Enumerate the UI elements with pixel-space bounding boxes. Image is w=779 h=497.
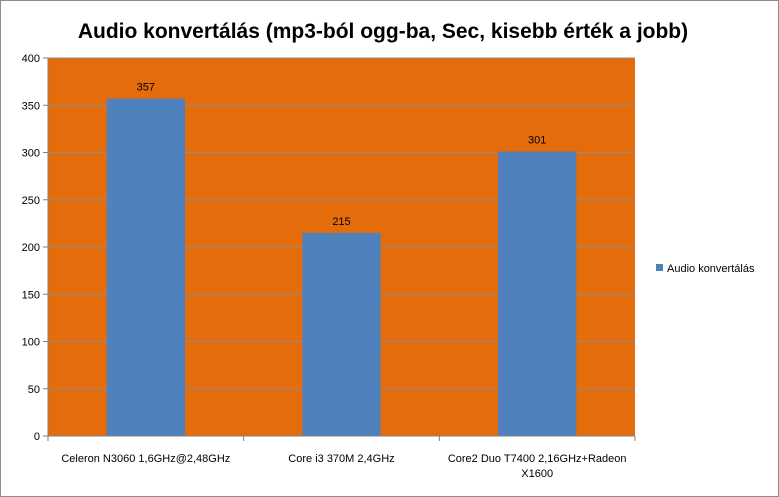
y-tick-label: 400 [22, 53, 40, 65]
legend-swatch [656, 264, 663, 271]
x-tick-label: Celeron N3060 1,6GHz@2,48GHz [61, 453, 230, 465]
y-tick-label: 250 [22, 195, 40, 207]
bar [106, 98, 185, 436]
legend: Audio konvertálás [656, 263, 755, 275]
x-tick-label: Core i3 370M 2,4GHz [288, 453, 394, 465]
y-tick-label: 100 [22, 337, 40, 349]
x-tick-label: X1600 [521, 468, 553, 480]
y-tick-labels: 0 50 100 150 200 250 300 350 400 [22, 53, 40, 443]
y-tick-label: 150 [22, 289, 40, 301]
y-tick-label: 50 [28, 384, 40, 396]
y-tick-label: 350 [22, 100, 40, 112]
legend-label: Audio konvertálás [667, 263, 755, 275]
data-label: 301 [528, 135, 546, 147]
axes [43, 57, 636, 441]
data-label: 215 [332, 216, 350, 228]
bar [498, 151, 577, 436]
data-labels: 357 215 301 [137, 82, 547, 228]
y-tick-label: 200 [22, 242, 40, 254]
y-tick-label: 0 [34, 431, 40, 443]
x-tick-label: Core2 Duo T7400 2,16GHz+Radeon [448, 453, 627, 465]
bars [106, 98, 577, 436]
bar [302, 232, 381, 436]
data-label: 357 [137, 82, 155, 94]
y-tick-label: 300 [22, 148, 40, 160]
x-tick-labels: Celeron N3060 1,6GHz@2,48GHz Core i3 370M… [61, 453, 626, 480]
chart-title: Audio konvertálás (mp3-ból ogg-ba, Sec, … [78, 20, 688, 43]
